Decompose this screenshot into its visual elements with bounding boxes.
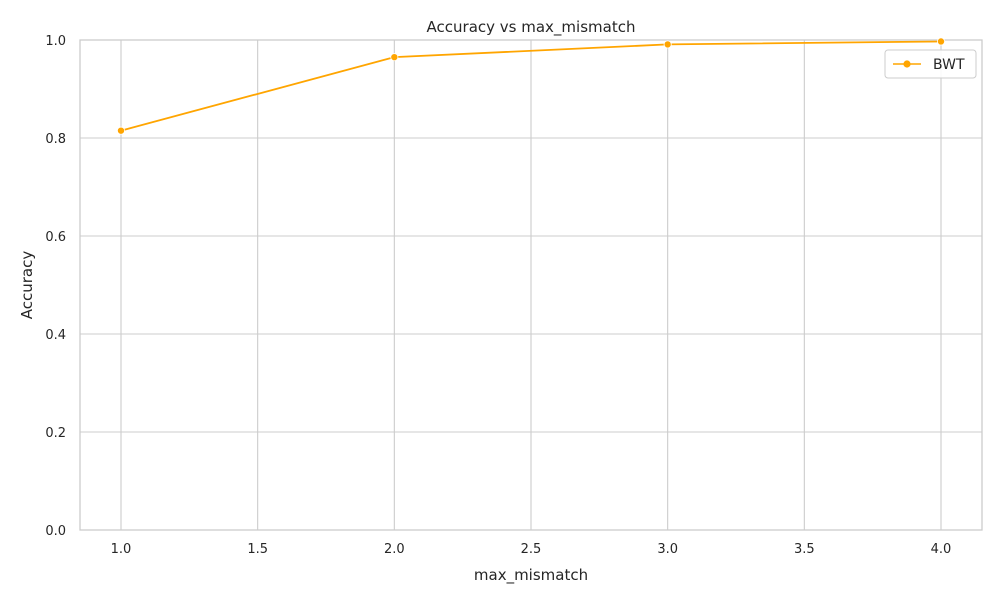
data-point: [937, 37, 946, 46]
x-axis-label: max_mismatch: [474, 566, 588, 585]
y-tick-label: 1.0: [45, 34, 66, 49]
data-point: [390, 53, 399, 62]
y-tick-label: 0.8: [45, 132, 66, 147]
x-tick-label: 1.5: [247, 542, 268, 557]
x-tick-label: 4.0: [931, 542, 952, 557]
x-tick-label: 3.0: [657, 542, 678, 557]
y-axis-label: Accuracy: [18, 251, 36, 320]
y-tick-label: 0.2: [45, 426, 66, 441]
y-tick-label: 0.6: [45, 230, 66, 245]
legend-marker-swatch: [903, 60, 911, 68]
x-tick-label: 2.0: [384, 542, 405, 557]
tick-labels: 1.0 1.5 2.0 2.5 3.0 3.5 4.0 0.0 0.2 0.4 0.6 0.8 1.0: [45, 34, 951, 557]
x-tick-label: 3.5: [794, 542, 815, 557]
plot-frame: [79, 39, 983, 531]
series-line-bwt: [120, 40, 942, 132]
y-tick-label: 0.4: [45, 328, 66, 343]
chart-title: Accuracy vs max_mismatch: [427, 18, 636, 37]
y-tick-label: 0.0: [45, 524, 66, 539]
data-point: [117, 126, 126, 135]
legend: BWT: [884, 49, 977, 79]
series-layer: [117, 37, 946, 135]
grid: [80, 39, 982, 531]
data-point: [663, 40, 672, 49]
legend-entry-bwt: BWT: [933, 57, 965, 73]
x-tick-label: 2.5: [521, 542, 542, 557]
x-tick-label: 1.0: [111, 542, 132, 557]
legend-box: [884, 49, 977, 79]
